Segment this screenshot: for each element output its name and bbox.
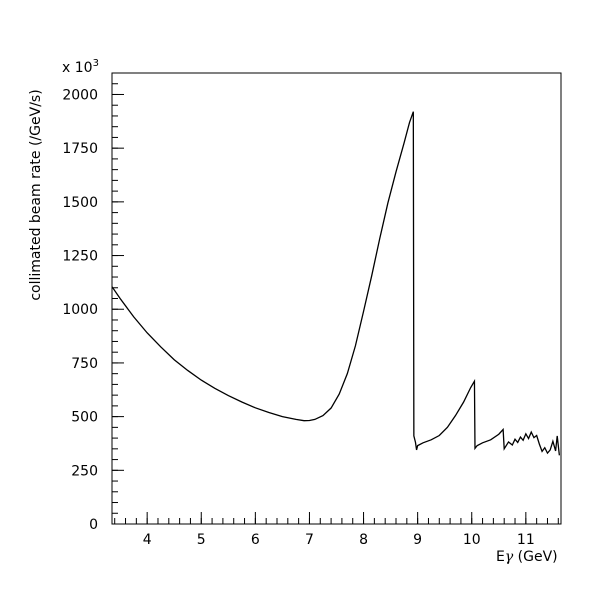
series-line <box>111 111 561 456</box>
y-tick-label: 250 <box>71 463 98 479</box>
y-tick-label: 500 <box>71 410 98 426</box>
y-multiplier: x 103 <box>62 58 99 76</box>
y-tick-label: 1500 <box>62 195 98 211</box>
x-tick-label: 7 <box>305 532 314 548</box>
y-tick-label: 0 <box>89 517 98 533</box>
x-tick-label: 4 <box>143 532 152 548</box>
x-tick-label: 9 <box>413 532 422 548</box>
y-tick-label: 750 <box>71 356 98 372</box>
y-axis-label: collimated beam rate (/GeV/s) <box>28 89 44 300</box>
x-tick-label: 10 <box>463 532 481 548</box>
y-tick-label: 1750 <box>62 141 98 157</box>
y-multiplier-exponent: 3 <box>93 58 99 69</box>
y-tick-label: 1000 <box>62 302 98 318</box>
x-tick-label: 11 <box>517 532 535 548</box>
y-tick-label: 2000 <box>62 87 98 103</box>
y-tick-label: 1250 <box>62 249 98 265</box>
x-tick-label: 5 <box>197 532 206 548</box>
x-tick-label: 8 <box>359 532 368 548</box>
x-tick-label: 6 <box>251 532 260 548</box>
axis-ticks <box>112 72 559 525</box>
x-axis-label: Eγ (GeV) <box>496 549 558 565</box>
tick-labels: 4 5 6 7 8 9 10 11 0 250 500 750 1000 1250 1500 1750 2000 <box>62 87 534 548</box>
plot-frame <box>111 72 562 525</box>
